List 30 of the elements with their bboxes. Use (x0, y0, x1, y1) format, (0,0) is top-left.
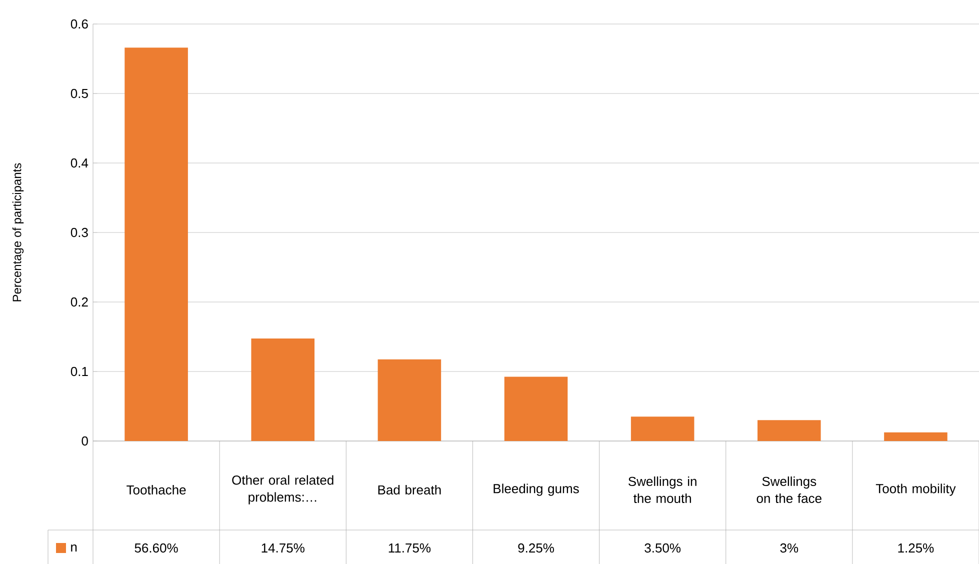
bar (884, 432, 948, 441)
data-label: 56.60% (134, 543, 178, 553)
x-tick-label: Swellings on the face (756, 476, 822, 504)
data-label: 9.25% (518, 543, 554, 553)
bar (758, 420, 821, 441)
data-label: 3.50% (644, 543, 681, 553)
y-tick-label: 0.1 (70, 366, 88, 376)
bar (251, 338, 314, 441)
bar (504, 376, 568, 441)
y-tick-label: 0.6 (70, 19, 88, 29)
x-tick-label: Other oral related problems:… (232, 475, 334, 504)
bar (124, 48, 188, 441)
x-tick-label: Swellings in the mouth (628, 476, 696, 504)
x-tick-label: Bad breath (378, 484, 441, 495)
y-tick-label: 0.2 (70, 297, 88, 307)
data-label: 3% (780, 543, 798, 553)
x-tick-label: Toothache (126, 484, 186, 495)
data-label: 14.75% (262, 543, 304, 553)
x-tick-label: Bleeding gums (494, 484, 579, 496)
y-tick-label: 0 (82, 436, 88, 446)
x-tick-label: Tooth mobility (876, 484, 956, 496)
y-axis-title: Percentage of participants (12, 163, 24, 302)
bar (630, 416, 694, 441)
y-tick-label: 0.5 (70, 88, 88, 98)
data-label: 1.25% (898, 543, 934, 553)
legend-label: n (71, 544, 77, 552)
y-tick-label: 0.3 (70, 228, 88, 238)
bar (378, 359, 442, 441)
y-tick-label: 0.4 (70, 158, 88, 168)
data-label: 11.75% (388, 543, 431, 553)
